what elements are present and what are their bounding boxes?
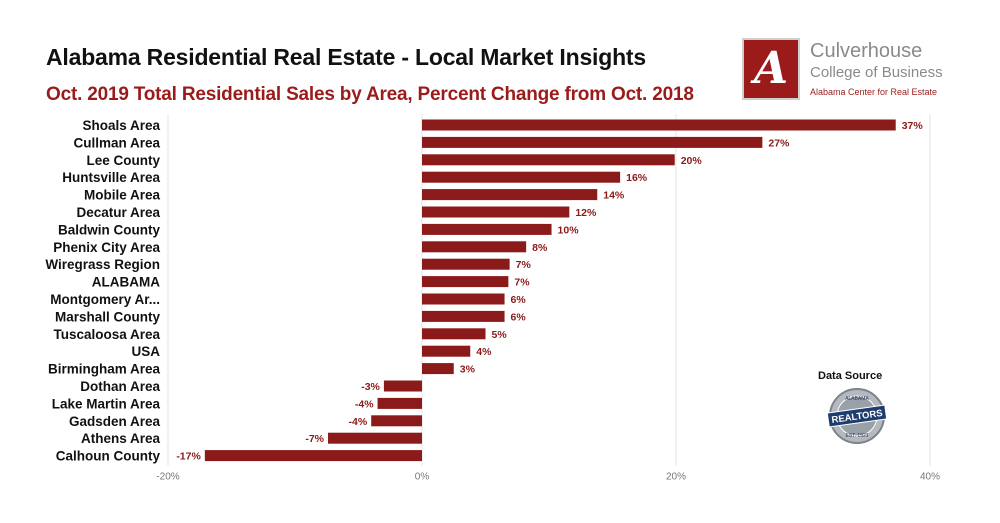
bar: [422, 171, 621, 183]
x-tick-label: 40%: [920, 472, 940, 483]
value-label: 6%: [511, 311, 527, 323]
category-label: Decatur Area: [76, 205, 160, 220]
value-label: -17%: [176, 451, 201, 463]
value-label: -4%: [349, 416, 368, 428]
category-label: Tuscaloosa Area: [53, 327, 160, 342]
bar: [383, 380, 422, 392]
x-tick-label: -20%: [156, 472, 179, 483]
chart-subtitle: Oct. 2019 Total Residential Sales by Are…: [46, 84, 694, 105]
value-label: 20%: [681, 155, 703, 167]
bar: [377, 397, 422, 409]
x-tick-label: 0%: [415, 472, 430, 483]
logo-letter: A: [753, 43, 789, 94]
value-label: 37%: [902, 120, 924, 132]
category-label: Baldwin County: [58, 222, 160, 237]
value-label: 7%: [514, 277, 530, 289]
value-label: 10%: [558, 224, 580, 236]
bar: [328, 432, 422, 444]
realtors-badge-icon: ALABAMA REALTORS EST. 1921: [826, 388, 888, 444]
category-label: Wiregrass Region: [45, 257, 160, 272]
value-label: 14%: [603, 190, 625, 202]
x-tick-label: 20%: [666, 472, 686, 483]
bar: [422, 293, 505, 305]
bar: [422, 345, 471, 357]
bar: [422, 276, 509, 288]
logo-center-name: Alabama Center for Real Estate: [810, 87, 938, 97]
value-label: -7%: [305, 433, 324, 445]
category-label: Athens Area: [81, 431, 161, 446]
value-label: 27%: [768, 137, 790, 149]
bar: [422, 206, 570, 218]
bar: [204, 450, 422, 462]
value-label: 8%: [532, 242, 548, 254]
bar: [422, 310, 505, 322]
bar: [422, 328, 486, 340]
category-label: Birmingham Area: [48, 362, 161, 377]
value-label: 12%: [575, 207, 597, 219]
value-label: 7%: [516, 259, 532, 271]
bar: [422, 241, 527, 253]
bar: [422, 119, 896, 131]
category-label: Marshall County: [55, 309, 161, 324]
category-label: Huntsville Area: [62, 170, 160, 185]
value-label: -4%: [355, 398, 374, 410]
alabama-a-logo-icon: A: [742, 38, 800, 100]
bar: [422, 258, 510, 270]
bar: [422, 189, 598, 201]
value-label: -3%: [361, 381, 380, 393]
chart-title: Alabama Residential Real Estate - Local …: [46, 44, 646, 70]
category-label: Gadsden Area: [69, 414, 161, 429]
value-label: 5%: [492, 329, 508, 341]
category-label: USA: [131, 344, 160, 359]
value-label: 16%: [626, 172, 648, 184]
category-label: Montgomery Ar...: [50, 292, 160, 307]
category-label: Cullman Area: [73, 135, 160, 150]
bar: [371, 415, 422, 427]
logo-college-name: Culverhouse: [810, 40, 923, 62]
category-label: Phenix City Area: [53, 240, 160, 255]
category-label: Mobile Area: [84, 188, 161, 203]
category-label: Dothan Area: [80, 379, 160, 394]
data-source-title: Data Source: [818, 370, 883, 382]
value-label: 3%: [460, 364, 476, 376]
bar: [422, 223, 552, 235]
category-label: Shoals Area: [82, 118, 160, 133]
badge-top-text: ALABAMA: [845, 396, 869, 402]
category-label: Lee County: [86, 153, 160, 168]
bar: [422, 136, 763, 148]
badge-bottom-text: EST. 1921: [845, 433, 868, 439]
bar: [422, 154, 675, 166]
logo-college-subname: College of Business: [810, 64, 943, 81]
culverhouse-logo: A Culverhouse College of Business Alabam…: [742, 38, 962, 102]
category-label: Calhoun County: [56, 449, 161, 464]
category-label: ALABAMA: [92, 275, 160, 290]
value-label: 4%: [476, 346, 492, 358]
category-label: Lake Martin Area: [52, 396, 161, 411]
value-label: 6%: [511, 294, 527, 306]
bar: [422, 363, 454, 375]
